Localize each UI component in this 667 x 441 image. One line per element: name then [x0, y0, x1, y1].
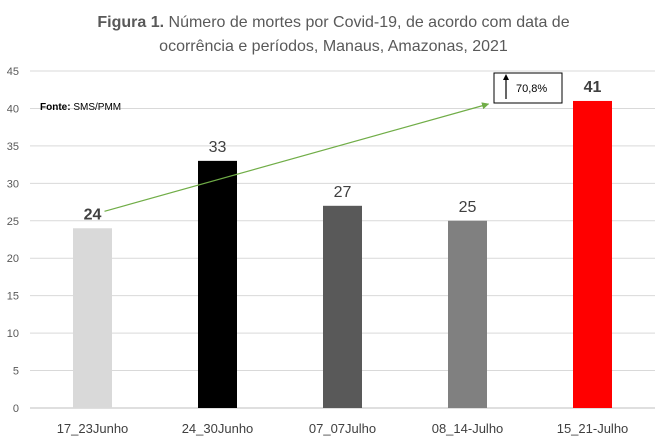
- x-tick-label: 17_23Junho: [57, 421, 129, 436]
- chart-title-bold: Figura 1.: [97, 14, 164, 31]
- source-label: Fonte:: [40, 102, 71, 113]
- bar: [323, 205, 362, 408]
- bar: [198, 160, 237, 408]
- source-note: Fonte: SMS/PMM: [40, 102, 121, 113]
- bar: [573, 100, 612, 408]
- bar: [448, 220, 487, 408]
- y-tick-label: 20: [7, 253, 19, 265]
- bar: [73, 228, 112, 408]
- x-tick-label: 08_14-Julho: [432, 421, 504, 436]
- bars: [73, 100, 612, 408]
- y-tick-label: 15: [7, 291, 19, 303]
- x-tick-label: 07_07Julho: [309, 421, 376, 436]
- y-tick-label: 25: [7, 216, 19, 228]
- chart-title-rest: Número de mortes por Covid-19, de acordo…: [164, 14, 570, 31]
- trend-arrow: [104, 102, 490, 212]
- x-tick-label: 24_30Junho: [182, 421, 254, 436]
- y-tick-label: 0: [13, 403, 19, 415]
- y-tick-label: 35: [7, 141, 19, 153]
- chart-title-line-1: Figura 1. Número de mortes por Covid-19,…: [97, 14, 569, 31]
- y-tick-label: 40: [7, 103, 19, 115]
- data-labels: 24 33 27 25 41: [84, 79, 602, 223]
- chart-title-line-2: ocorrência e períodos, Manaus, Amazonas,…: [159, 38, 508, 55]
- annotation-text: 70,8%: [516, 83, 547, 95]
- data-label: 25: [459, 199, 477, 216]
- data-label: 41: [584, 79, 602, 96]
- x-axis-labels: 17_23Junho 24_30Junho 07_07Julho 08_14-Julh…: [57, 421, 629, 436]
- y-axis-ticks: 0 5 10 15 20 25 30 35 40 45: [7, 66, 19, 415]
- y-tick-label: 45: [7, 66, 19, 78]
- x-tick-label: 15_21-Julho: [557, 421, 629, 436]
- growth-annotation: 70,8%: [104, 72, 563, 212]
- y-tick-label: 30: [7, 178, 19, 190]
- data-label: 33: [209, 139, 227, 156]
- data-label: 24: [84, 206, 102, 223]
- y-tick-label: 10: [7, 328, 19, 340]
- y-tick-label: 5: [13, 366, 19, 378]
- data-label: 27: [334, 184, 352, 201]
- source-value: SMS/PMM: [71, 102, 122, 113]
